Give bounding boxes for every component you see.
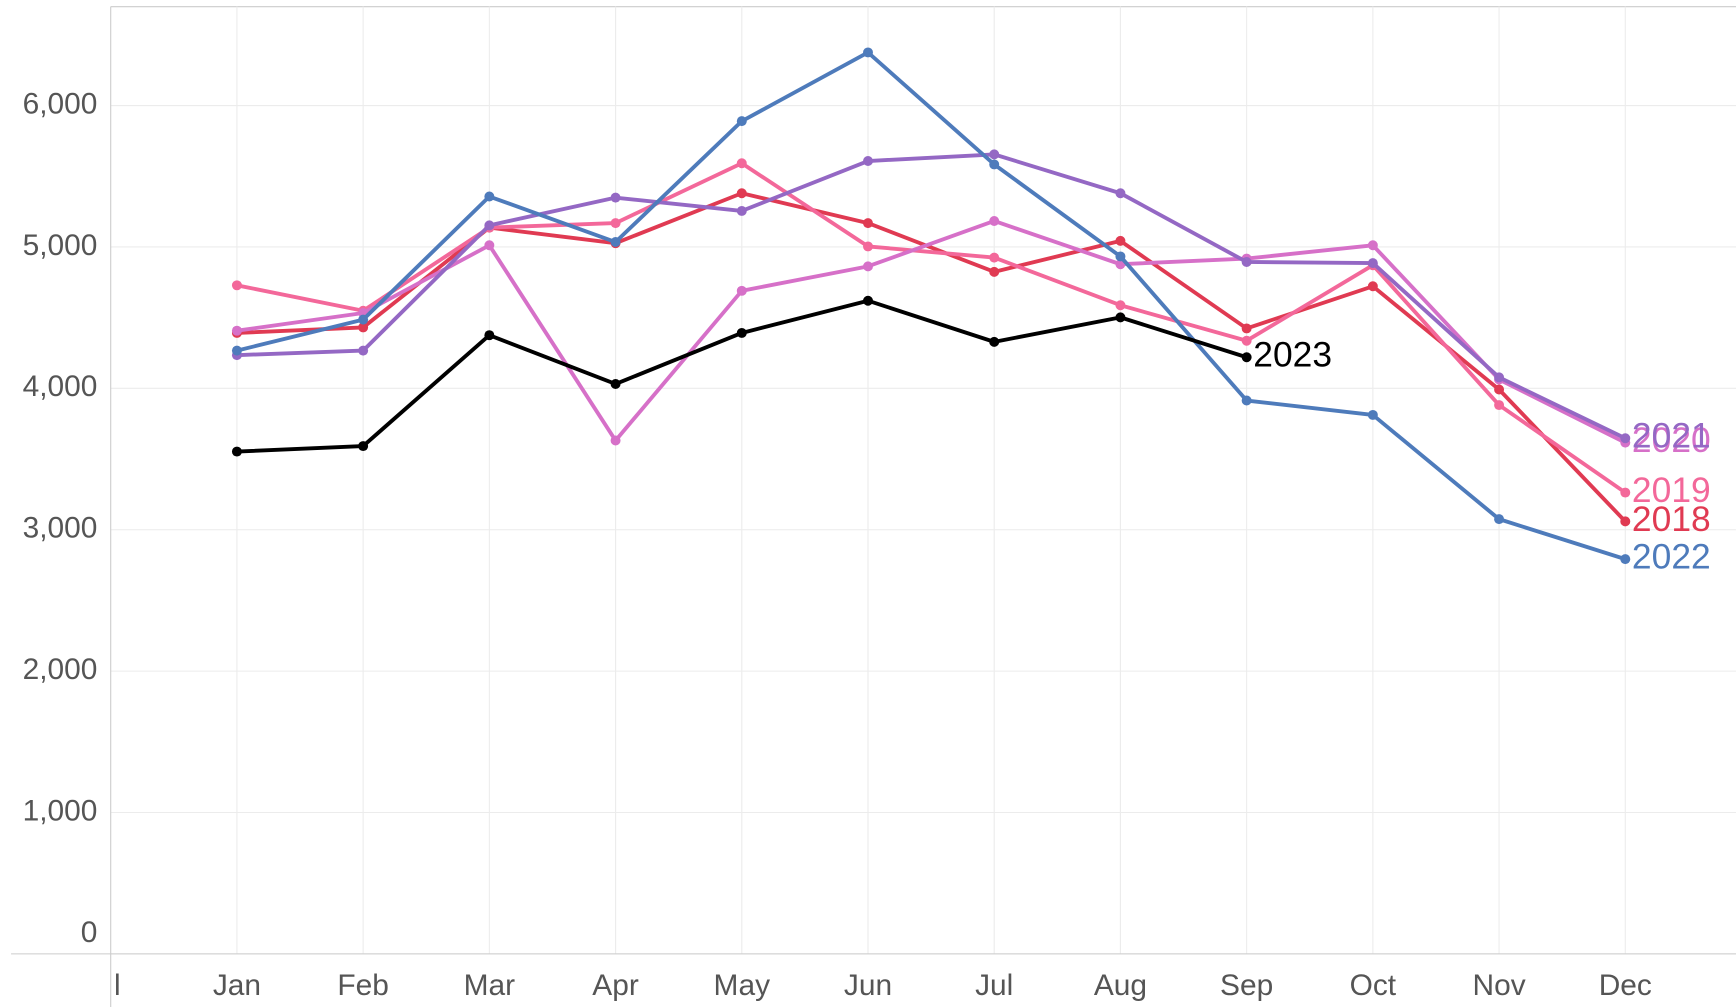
point xyxy=(736,116,747,127)
point xyxy=(1241,395,1252,406)
point xyxy=(989,266,1000,277)
point xyxy=(1494,384,1505,395)
point xyxy=(358,314,369,325)
point xyxy=(610,379,621,389)
point xyxy=(1620,516,1631,527)
point xyxy=(1620,433,1631,444)
series-line xyxy=(236,219,1627,445)
point xyxy=(231,446,242,457)
point xyxy=(484,330,495,341)
x-tick-label: Mar xyxy=(464,969,516,1002)
point xyxy=(863,156,873,167)
point xyxy=(1367,240,1378,251)
point xyxy=(863,241,873,252)
point xyxy=(610,237,621,248)
y-tick-label: 4,000 xyxy=(23,370,98,403)
point xyxy=(989,159,1000,170)
point xyxy=(863,218,873,229)
point xyxy=(736,285,747,296)
point xyxy=(1620,554,1631,565)
point xyxy=(863,261,873,272)
x-tick-label: Aug xyxy=(1094,969,1147,1002)
point xyxy=(989,149,1000,160)
point xyxy=(989,336,1000,347)
point xyxy=(231,280,242,291)
point xyxy=(1241,335,1252,346)
x-tick-label: l xyxy=(114,969,121,1002)
x-tick-label: Apr xyxy=(592,969,639,1002)
point xyxy=(1494,372,1505,383)
y-tick-label: 6,000 xyxy=(23,88,98,121)
point xyxy=(1241,352,1252,363)
x-tick-label: Sep xyxy=(1220,969,1273,1002)
point xyxy=(736,188,747,199)
point xyxy=(484,220,495,231)
series-label: 2019 xyxy=(1632,470,1711,510)
x-tick-label: Feb xyxy=(337,969,388,1002)
series-line xyxy=(236,161,1627,495)
point xyxy=(1367,258,1378,269)
point xyxy=(989,252,1000,263)
point xyxy=(863,295,873,306)
y-tick-label: 2,000 xyxy=(23,653,98,686)
point xyxy=(1115,188,1126,199)
series-line xyxy=(236,152,1627,441)
point xyxy=(1620,487,1631,498)
y-tick-label: 1,000 xyxy=(23,794,98,827)
point xyxy=(610,218,621,229)
point xyxy=(1115,235,1126,246)
point xyxy=(484,240,495,251)
x-tick-label: Dec xyxy=(1599,969,1652,1002)
point xyxy=(1367,409,1378,420)
point xyxy=(1115,251,1126,262)
point xyxy=(863,47,873,58)
x-tick-label: Nov xyxy=(1472,969,1525,1002)
series-label: 2022 xyxy=(1632,537,1711,577)
series-label: 2021 xyxy=(1632,416,1711,456)
y-tick-label: 0 xyxy=(81,916,98,949)
x-tick-label: Oct xyxy=(1350,969,1397,1002)
point xyxy=(1241,256,1252,267)
point xyxy=(610,435,621,446)
point xyxy=(1241,323,1252,334)
point xyxy=(358,345,369,356)
point xyxy=(736,327,747,338)
point xyxy=(736,205,747,216)
series-label: 2023 xyxy=(1253,335,1332,375)
point xyxy=(989,215,1000,226)
point xyxy=(610,192,621,203)
point xyxy=(736,158,747,169)
series-label: 2018 xyxy=(1632,499,1711,539)
point xyxy=(1115,312,1126,323)
point xyxy=(1494,514,1505,525)
point xyxy=(358,441,369,452)
y-tick-label: 3,000 xyxy=(23,512,98,545)
x-tick-label: Jun xyxy=(844,969,892,1002)
series-line xyxy=(236,50,1626,561)
x-tick-label: Jan xyxy=(213,969,261,1002)
point xyxy=(358,322,369,333)
point xyxy=(1115,300,1126,311)
point xyxy=(231,325,242,336)
x-tick-label: May xyxy=(714,969,771,1002)
point xyxy=(484,191,495,202)
x-tick-label: Jul xyxy=(975,969,1013,1002)
y-tick-label: 5,000 xyxy=(23,229,98,262)
point xyxy=(1367,281,1378,292)
series-label: 2020 xyxy=(1632,420,1711,460)
point xyxy=(1494,400,1505,411)
point xyxy=(231,345,242,356)
